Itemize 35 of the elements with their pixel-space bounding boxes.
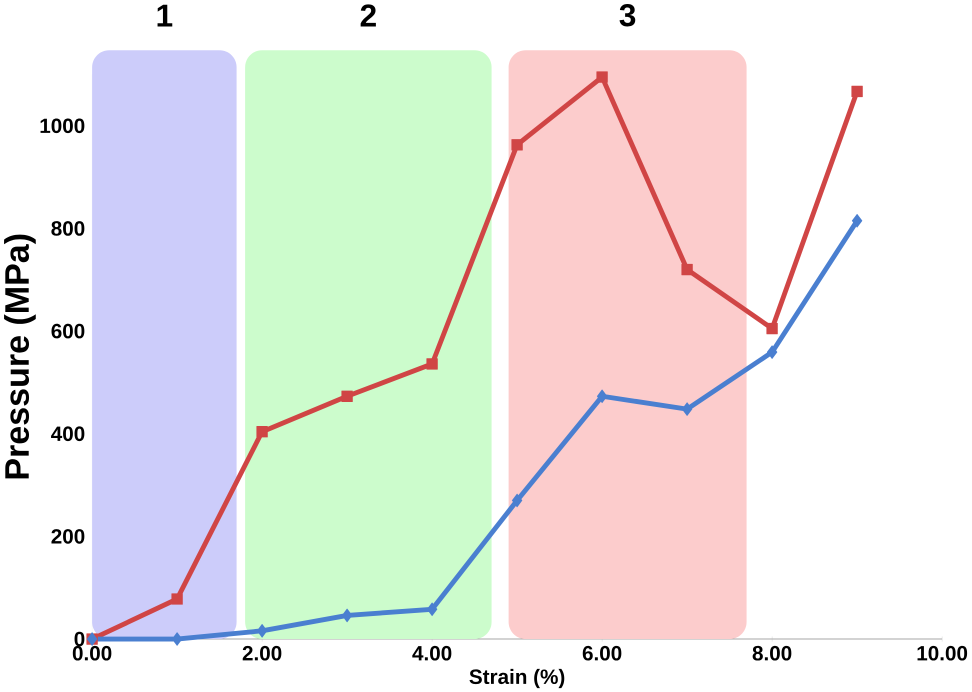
point — [512, 494, 522, 508]
point — [596, 389, 608, 403]
point — [511, 139, 523, 150]
y-tick-label: 400 — [51, 426, 84, 441]
point — [342, 608, 352, 622]
band-label: 3 — [620, 4, 636, 26]
x-tick-label: 4.00 — [412, 646, 452, 660]
point — [852, 214, 862, 228]
y-tick-label: 600 — [52, 324, 84, 338]
x-tick-label: 2.00 — [242, 646, 282, 660]
point — [681, 264, 693, 276]
point — [596, 71, 608, 83]
x-tick-label: 6.00 — [582, 646, 622, 660]
y-axis-title: Pressure (MPa) — [4, 234, 36, 478]
x-tick-label: 8.00 — [752, 646, 792, 660]
y-tick-label: 800 — [51, 221, 84, 236]
point — [426, 602, 438, 616]
point — [766, 345, 778, 359]
point — [171, 593, 183, 605]
point — [256, 624, 268, 638]
band-label: 1 — [158, 4, 172, 26]
point — [766, 322, 778, 334]
y-tick-label: 200 — [51, 528, 84, 544]
x-tick-label: 10.00 — [918, 646, 968, 660]
point — [341, 390, 353, 402]
y-tick-label: 0 — [74, 632, 84, 646]
y-tick-label: 1000 — [40, 118, 84, 134]
point — [851, 86, 863, 98]
point — [426, 358, 438, 370]
point — [172, 632, 182, 646]
point — [256, 426, 268, 438]
band-label: 2 — [360, 4, 376, 26]
point — [682, 402, 692, 416]
x-tick-label: 0.00 — [72, 646, 112, 660]
x-axis-title: Strain (%) — [469, 668, 564, 688]
